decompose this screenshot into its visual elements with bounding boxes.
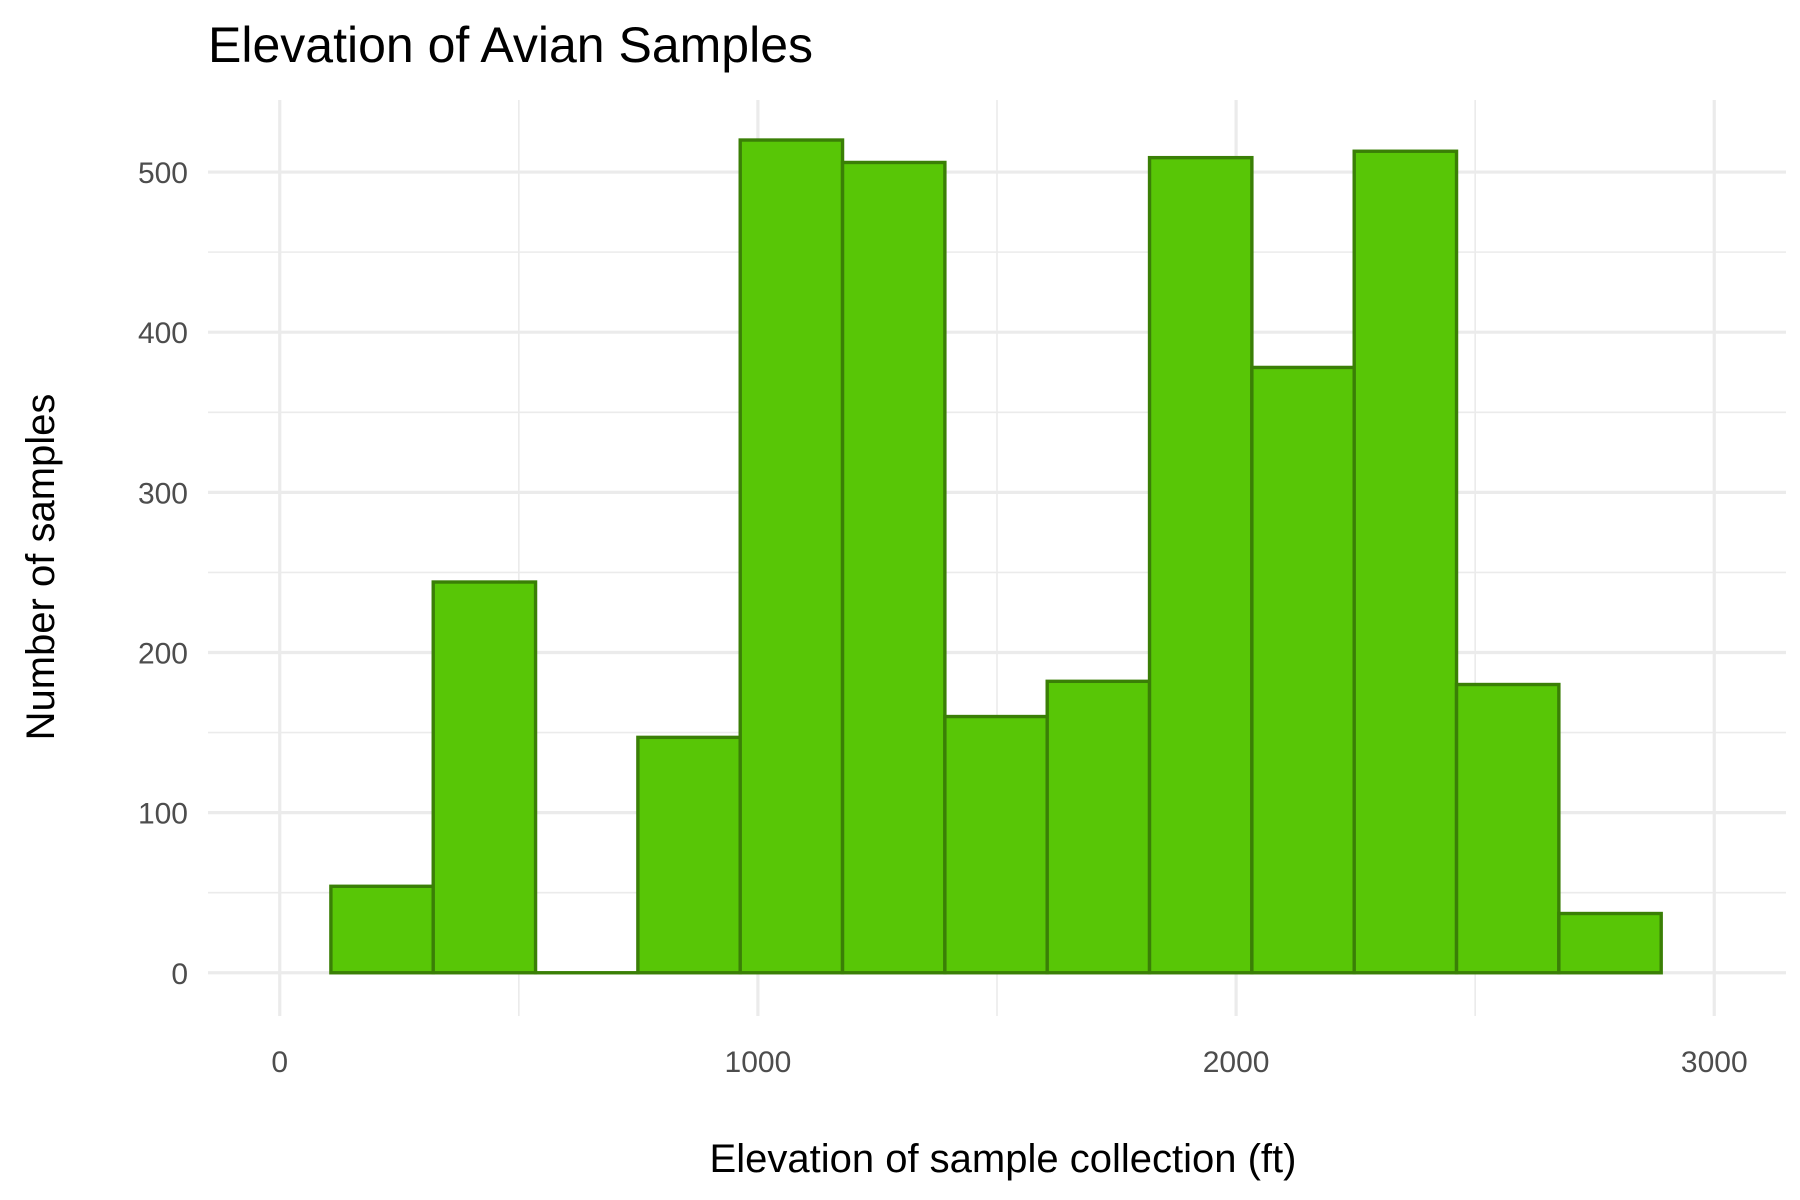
x-axis-title: Elevation of sample collection (ft) — [710, 1137, 1297, 1181]
y-axis-title: Number of samples — [19, 394, 63, 741]
x-tick-label: 0 — [271, 1046, 288, 1079]
x-tick-label: 3000 — [1681, 1046, 1748, 1079]
x-tick-label: 1000 — [725, 1046, 792, 1079]
histogram-bar — [431, 580, 538, 975]
y-axis-ticks: 0 100 200 300 400 500 — [138, 157, 188, 991]
y-tick-label: 0 — [171, 958, 188, 991]
histogram-bar — [738, 138, 845, 975]
x-axis-ticks: 0 1000 2000 3000 — [271, 1046, 1747, 1079]
y-tick-label: 200 — [138, 637, 188, 670]
chart-title: Elevation of Avian Samples — [208, 17, 813, 73]
histogram-bar — [1454, 682, 1561, 975]
y-tick-label: 400 — [138, 317, 188, 350]
x-tick-label: 2000 — [1203, 1046, 1270, 1079]
histogram-bar — [329, 884, 435, 975]
y-tick-label: 500 — [138, 157, 188, 190]
histogram-bar — [1557, 911, 1663, 975]
histogram-bar — [840, 160, 947, 975]
histogram-bar — [943, 714, 1049, 975]
histogram-bars — [329, 138, 1663, 975]
histogram-bar — [1352, 149, 1459, 975]
y-tick-label: 100 — [138, 798, 188, 831]
histogram-bar — [1045, 679, 1152, 975]
histogram-bar — [636, 735, 742, 975]
histogram-bar — [1147, 155, 1254, 975]
y-tick-label: 300 — [138, 477, 188, 510]
histogram-bar — [1250, 365, 1356, 975]
